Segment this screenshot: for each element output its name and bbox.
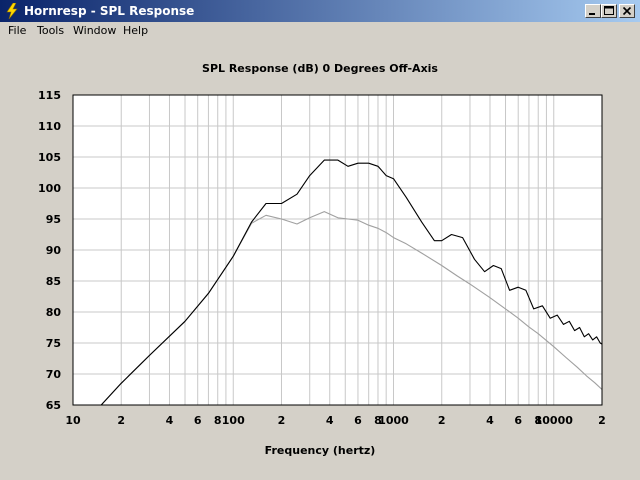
menu-bar: File Tools Window Help	[0, 22, 640, 40]
close-button[interactable]	[619, 4, 635, 18]
x-tick-label: 4	[166, 414, 174, 427]
x-tick-label: 6	[354, 414, 362, 427]
lightning-bolt-icon	[6, 3, 18, 19]
y-tick-label: 70	[46, 368, 62, 381]
menu-window[interactable]: Window	[73, 24, 117, 37]
title-bar[interactable]: Hornresp - SPL Response	[0, 0, 640, 22]
x-tick-label: 10	[65, 414, 81, 427]
x-tick-label: 4	[486, 414, 494, 427]
x-tick-label: 10000	[535, 414, 574, 427]
x-tick-label: 6	[194, 414, 202, 427]
maximize-button[interactable]	[601, 4, 617, 18]
x-tick-label: 4	[326, 414, 334, 427]
x-tick-label: 8	[374, 414, 382, 427]
y-tick-label: 85	[46, 275, 61, 288]
spl-series-line	[100, 159, 602, 405]
x-tick-label: 8	[534, 414, 542, 427]
maximize-icon	[604, 6, 614, 15]
plot-frame	[72, 94, 603, 406]
menu-help[interactable]: Help	[123, 24, 149, 37]
y-tick-label: 110	[38, 120, 61, 133]
y-tick-label: 105	[38, 151, 61, 164]
y-tick-label: 115	[38, 89, 61, 102]
y-tick-label: 100	[38, 182, 61, 195]
close-icon	[622, 6, 632, 16]
x-axis-label: Frequency (hertz)	[264, 444, 376, 457]
x-tick-label: 2	[278, 414, 286, 427]
menu-tools[interactable]: Tools	[37, 24, 65, 37]
x-tick-label: 2	[598, 414, 606, 427]
x-tick-label: 2	[438, 414, 446, 427]
x-tick-label: 6	[514, 414, 522, 427]
y-tick-label: 95	[46, 213, 61, 226]
y-tick-label: 65	[46, 399, 61, 412]
y-tick-label: 75	[46, 337, 61, 350]
y-tick-label: 90	[46, 244, 62, 257]
minimize-button[interactable]	[585, 4, 601, 18]
window-title: Hornresp - SPL Response	[24, 4, 195, 18]
chart-title: SPL Response (dB) 0 Degrees Off-Axis	[202, 62, 438, 75]
y-tick-label: 80	[46, 306, 62, 319]
menu-file[interactable]: File	[8, 24, 27, 37]
x-tick-label: 100	[222, 414, 245, 427]
minimize-icon	[589, 13, 595, 15]
chart-area: SPL Response (dB) 0 Degrees Off-Axis 115…	[0, 40, 640, 480]
x-tick-label: 2	[117, 414, 125, 427]
x-tick-label: 1000	[378, 414, 409, 427]
x-tick-label: 8	[214, 414, 222, 427]
